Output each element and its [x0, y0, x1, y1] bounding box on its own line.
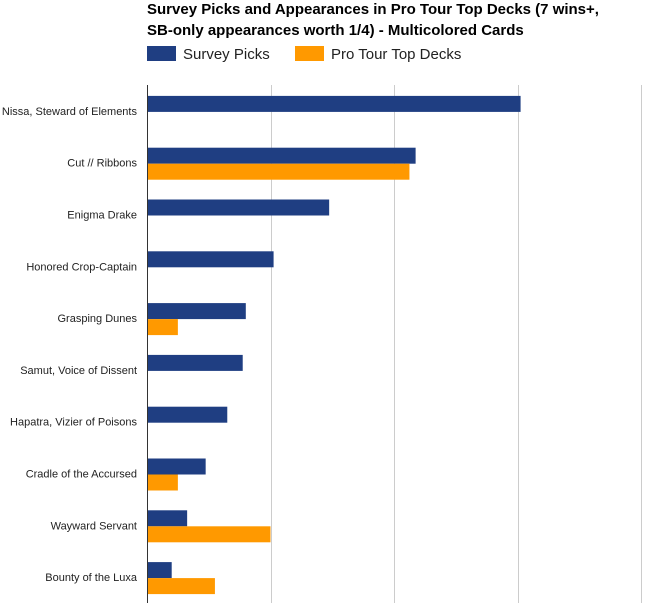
category-label: Cradle of the Accursed	[26, 469, 137, 481]
bar-pro-tour-top-decks	[147, 474, 178, 491]
bar-survey-picks	[147, 303, 246, 320]
bar-survey-picks	[147, 406, 228, 423]
legend-label-pro-tour-top-decks: Pro Tour Top Decks	[331, 46, 461, 63]
chart-title-line-2: SB-only appearances worth 1/4) - Multico…	[147, 22, 524, 39]
category-label: Nissa, Steward of Elements	[2, 106, 138, 118]
category-label: Samut, Voice of Dissent	[20, 365, 137, 377]
category-label: Grasping Dunes	[58, 313, 138, 325]
category-label: Cut // Ribbons	[67, 158, 137, 170]
category-label: Enigma Drake	[67, 210, 137, 222]
bar-survey-picks	[147, 251, 274, 268]
bar-survey-picks	[147, 95, 521, 112]
bars	[147, 95, 521, 595]
bar-pro-tour-top-decks	[147, 526, 271, 543]
bar-survey-picks	[147, 458, 206, 475]
legend-swatch-pro-tour-top-decks	[295, 46, 324, 61]
legend: Survey Picks Pro Tour Top Decks	[147, 46, 461, 63]
bar-survey-picks	[147, 147, 416, 164]
category-labels: Nissa, Steward of Elements Cut // Ribbons…	[2, 106, 138, 584]
legend-label-survey-picks: Survey Picks	[183, 46, 270, 63]
bar-pro-tour-top-decks	[147, 163, 410, 180]
chart-title-line-1: Survey Picks and Appearances in Pro Tour…	[147, 1, 599, 18]
bar-pro-tour-top-decks	[147, 319, 178, 336]
bar-survey-picks	[147, 199, 330, 216]
bar-survey-picks	[147, 354, 243, 371]
bar-survey-picks	[147, 510, 188, 527]
category-label: Honored Crop-Captain	[26, 261, 137, 273]
bar-survey-picks	[147, 562, 172, 579]
legend-swatch-survey-picks	[147, 46, 176, 61]
category-label: Bounty of the Luxa	[45, 572, 138, 584]
category-label: Wayward Servant	[51, 520, 137, 532]
category-label: Hapatra, Vizier of Poisons	[10, 417, 137, 429]
bar-pro-tour-top-decks	[147, 578, 215, 595]
